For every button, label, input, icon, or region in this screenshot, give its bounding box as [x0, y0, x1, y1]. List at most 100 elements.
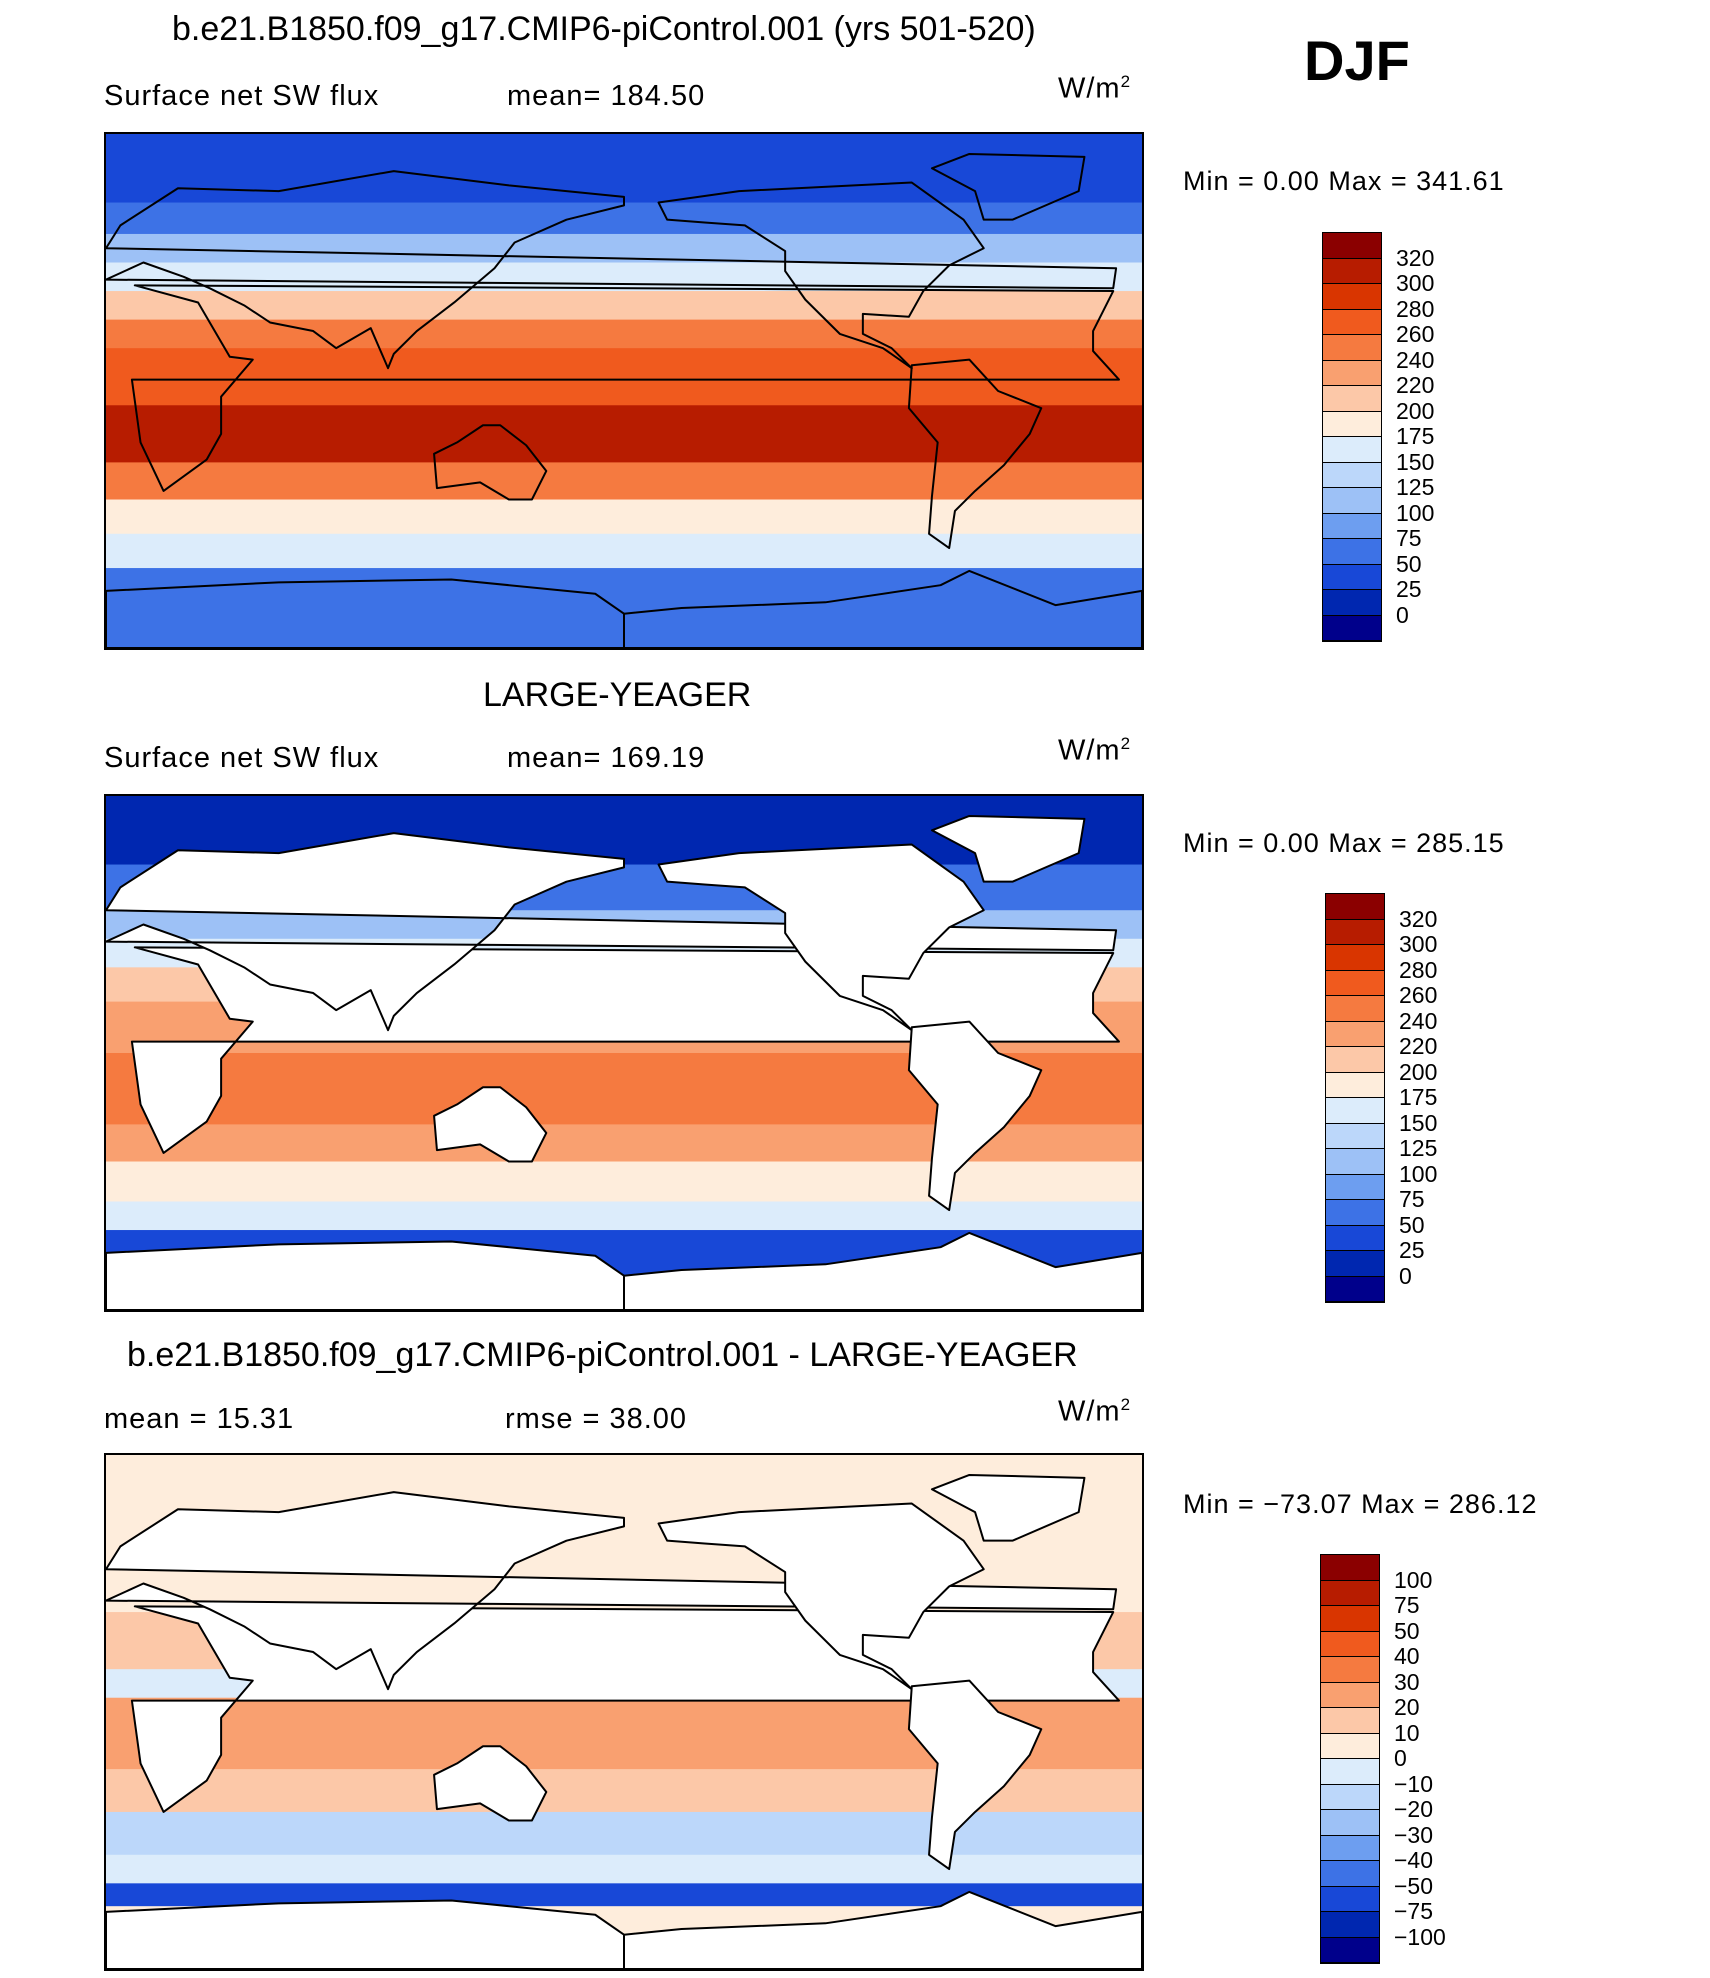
coastline [930, 814, 1086, 883]
panel-3-map [104, 1453, 1144, 1971]
colorbar-swatch [1321, 1580, 1379, 1606]
colorbar-swatch [1321, 1784, 1379, 1810]
colorbar-swatch [1326, 970, 1384, 996]
colorbar-swatch [1323, 411, 1381, 437]
coastline [623, 1231, 1142, 1310]
panel-3-minmax: Min = −73.07 Max = 286.12 [1183, 1489, 1538, 1519]
panel-1-mean: mean= 184.50 [507, 80, 706, 112]
colorbar-tick-label: 75 [1396, 525, 1422, 551]
colorbar-tick-label: −75 [1394, 1898, 1434, 1924]
colorbar-swatch [1323, 258, 1381, 284]
colorbar-tick-label: 320 [1396, 244, 1435, 271]
colorbar-swatch [1326, 1072, 1384, 1098]
colorbar-tick-label: 20 [1394, 1694, 1420, 1720]
coastline [907, 1679, 1043, 1871]
colorbar-swatch [1326, 894, 1384, 920]
colorbar-tick-label: 125 [1399, 1135, 1438, 1161]
colorbar-tick-label: 175 [1396, 423, 1435, 449]
colorbar-tick-label: 300 [1396, 270, 1435, 296]
colorbar-tick-label: 175 [1399, 1084, 1438, 1110]
colorbar-swatch [1323, 437, 1381, 463]
colorbar-swatches [1320, 1554, 1380, 1964]
panel-3-mean: mean = 15.31 [104, 1403, 295, 1435]
coastline [907, 1020, 1043, 1212]
colorbar-swatch [1323, 284, 1381, 310]
coastline [130, 284, 1120, 492]
contour-band [106, 1854, 1142, 1884]
coastline [623, 569, 1142, 648]
colorbar-swatch [1321, 1733, 1379, 1759]
coastline [623, 1890, 1142, 1969]
coastline [930, 152, 1086, 221]
colorbar-swatch [1326, 945, 1384, 971]
colorbar-tick-label: 0 [1394, 1745, 1407, 1771]
colorbar-swatch [1321, 1631, 1379, 1657]
contour-band [106, 533, 1142, 569]
colorbar-swatch [1326, 1174, 1384, 1200]
colorbar-swatch [1326, 1021, 1384, 1047]
panel-1-map [104, 132, 1144, 650]
colorbar-tick-label: −10 [1394, 1770, 1434, 1797]
colorbar-tick-label: 280 [1396, 295, 1435, 322]
colorbar-swatch [1326, 1251, 1384, 1277]
colorbar-swatch [1321, 1606, 1379, 1632]
contour-band [106, 202, 1142, 235]
colorbar-tick-label: 40 [1394, 1643, 1420, 1669]
colorbar-swatch [1323, 309, 1381, 335]
colorbar-tick-label: 125 [1396, 474, 1435, 500]
coastline [433, 424, 548, 501]
colorbar-swatch [1321, 1886, 1379, 1912]
contour-band [106, 291, 1142, 321]
colorbar-swatch [1326, 1200, 1384, 1226]
coastline [106, 578, 625, 648]
contour-band [106, 462, 1142, 501]
panel-2-map [104, 794, 1144, 1312]
panel-1-minmax: Min = 0.00 Max = 341.61 [1183, 166, 1505, 196]
coastline [106, 832, 1118, 1032]
colorbar-swatch [1321, 1708, 1379, 1734]
contour-band [106, 319, 1142, 349]
colorbar-tick-label: −30 [1394, 1821, 1434, 1848]
colorbar-tick-label: 0 [1396, 601, 1409, 628]
colorbar-swatch [1326, 996, 1384, 1022]
colorbar-swatch [1326, 919, 1384, 945]
contour-band [106, 134, 1142, 204]
coastline [106, 1899, 625, 1969]
colorbar-swatch [1323, 564, 1381, 590]
colorbar-tick-label: −50 [1394, 1872, 1434, 1899]
colorbar-tick-label: 240 [1399, 1007, 1438, 1034]
colorbar-swatch [1323, 386, 1381, 412]
colorbar-tick-label: 240 [1396, 346, 1435, 373]
panel-2-title: LARGE-YEAGER [483, 676, 752, 714]
colorbar-tick-label: −20 [1394, 1796, 1434, 1822]
colorbar-tick-label: 200 [1399, 1058, 1438, 1085]
colorbar-tick-label: 200 [1396, 397, 1435, 424]
colorbar-swatch [1323, 360, 1381, 386]
colorbar-tick-label: 220 [1396, 372, 1435, 398]
colorbar-tick-label: 150 [1399, 1109, 1438, 1136]
colorbar-swatch [1326, 1225, 1384, 1251]
colorbar-tick-label: 50 [1396, 550, 1422, 577]
panel-2-mean: mean= 169.19 [507, 742, 706, 774]
colorbar-swatch [1321, 1759, 1379, 1785]
colorbar-tick-label: 320 [1399, 905, 1438, 932]
colorbar-swatch [1323, 590, 1381, 616]
colorbar-swatch [1321, 1835, 1379, 1861]
panel-3-rmse: rmse = 38.00 [505, 1403, 688, 1435]
colorbar-swatches [1322, 232, 1382, 642]
colorbar-swatch [1321, 1555, 1379, 1581]
colorbar-swatch [1321, 1810, 1379, 1836]
contour-band [106, 405, 1142, 463]
contour-band [106, 1201, 1142, 1231]
coastline [657, 181, 985, 370]
colorbar-tick-label: 100 [1396, 499, 1435, 526]
colorbar-tick-label: 280 [1399, 956, 1438, 983]
panel-2-units: W/m2 [1058, 734, 1132, 767]
panel-3-units: W/m2 [1058, 1395, 1132, 1428]
colorbar-tick-label: 25 [1399, 1237, 1425, 1263]
colorbar-swatch [1323, 233, 1381, 259]
colorbar-tick-label: 260 [1396, 321, 1435, 347]
colorbar-swatch [1323, 513, 1381, 539]
colorbar-swatch [1323, 462, 1381, 488]
coastline [106, 170, 1118, 370]
